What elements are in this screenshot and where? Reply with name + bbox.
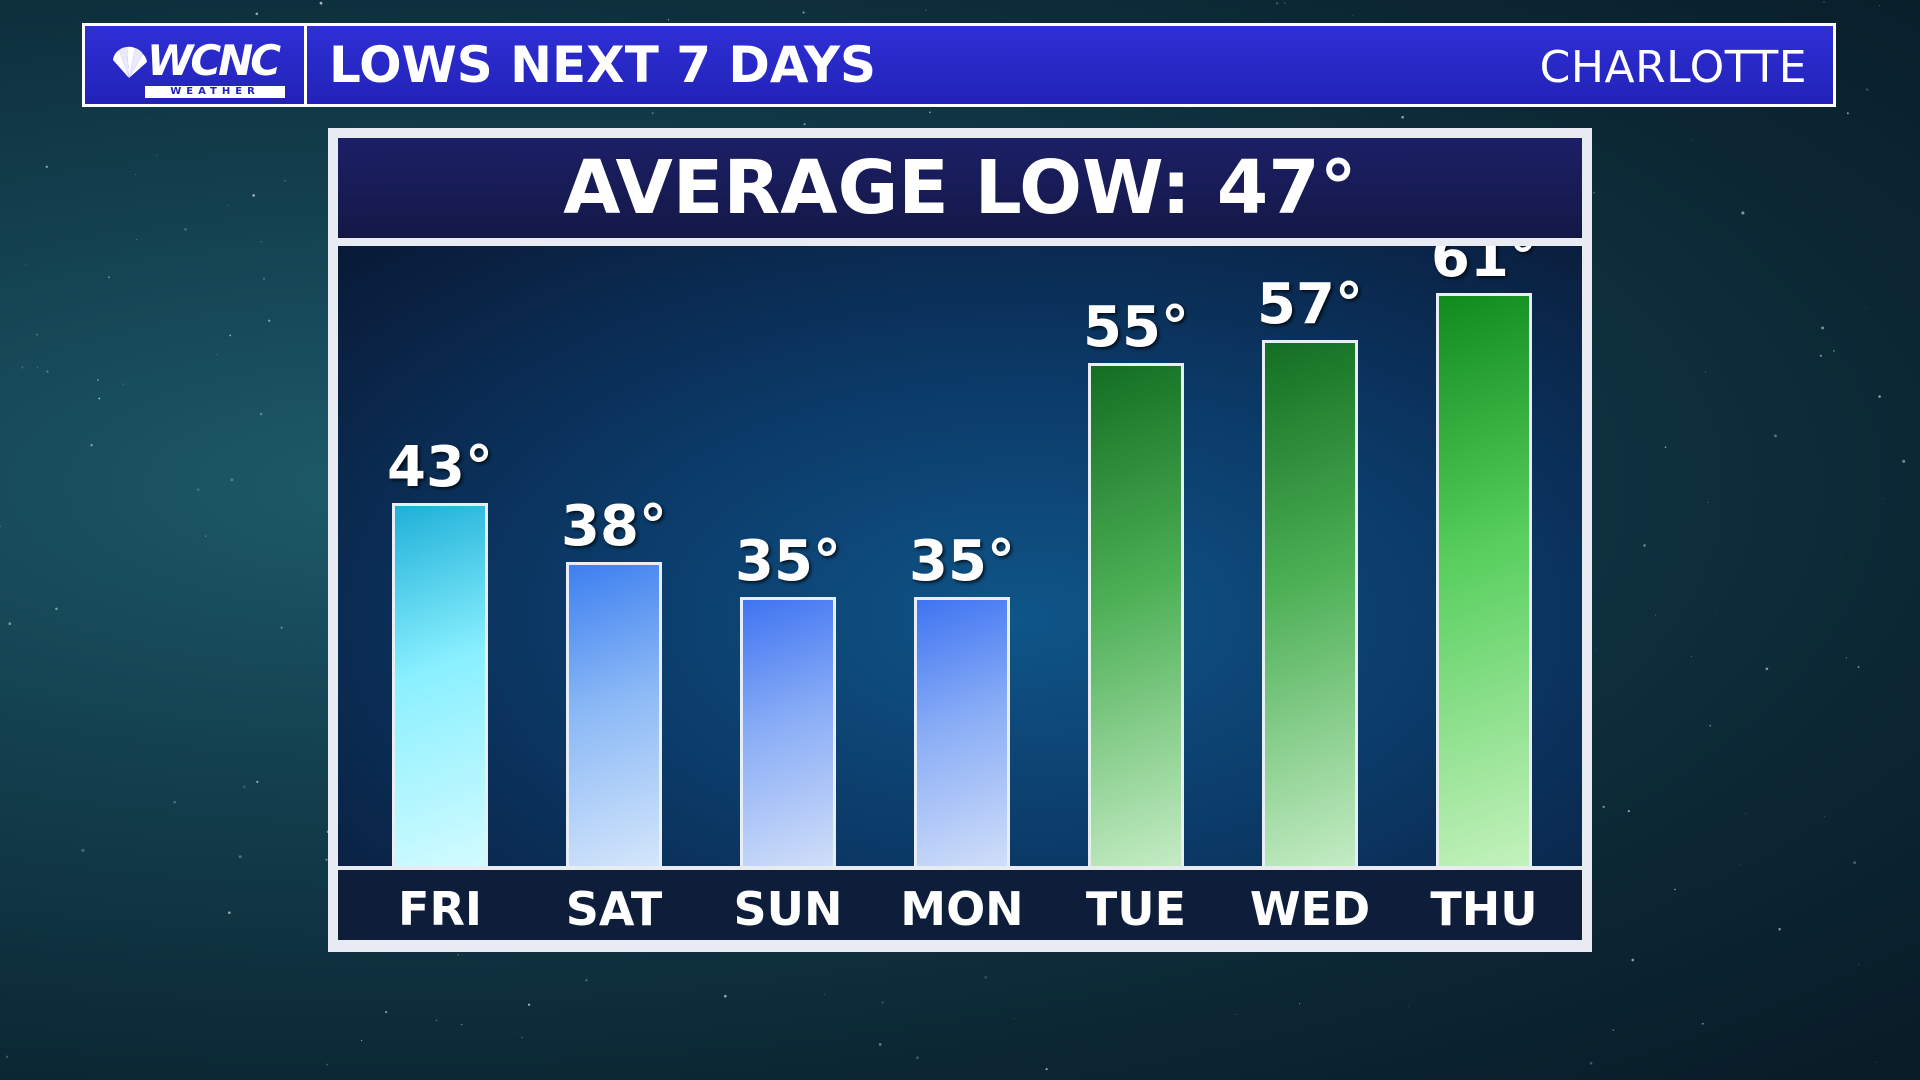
bar-tue	[1088, 362, 1184, 866]
value-label-sat: 38°	[561, 493, 667, 559]
bar-wed	[1262, 339, 1358, 866]
day-label-tue: TUE	[1085, 882, 1187, 936]
value-label-wed: 57°	[1257, 271, 1363, 337]
day-label-sun: SUN	[733, 882, 843, 936]
value-label-fri: 43°	[387, 435, 493, 501]
bar-fri	[392, 503, 488, 866]
day-axis: FRI SAT SUN MON TUE WED THU	[338, 870, 1582, 940]
day-label-wed: WED	[1249, 882, 1371, 936]
day-label-mon: MON	[900, 882, 1024, 936]
station-logo: WCNC WEATHER	[85, 26, 307, 104]
plot-area: 43° 38° 35° 35° 55° 57° 61°	[338, 246, 1582, 866]
chart-title: AVERAGE LOW: 47°	[338, 138, 1582, 238]
value-label-mon: 35°	[909, 528, 1015, 594]
logo-subtext: WEATHER	[145, 86, 285, 98]
value-label-tue: 55°	[1083, 294, 1189, 360]
bar-thu	[1436, 292, 1532, 866]
header-bar: WCNC WEATHER LOWS NEXT 7 DAYS CHARLOTTE	[82, 23, 1836, 107]
bar-sun	[740, 596, 836, 866]
bar-sat	[566, 561, 662, 866]
page-title: LOWS NEXT 7 DAYS	[329, 36, 877, 94]
logo-text: WCNC	[147, 36, 281, 85]
day-label-fri: FRI	[398, 882, 482, 936]
peacock-icon	[113, 46, 147, 78]
day-label-thu: THU	[1430, 882, 1538, 936]
chart-panel: AVERAGE LOW: 47° 43° 38° 35° 35° 55° 57° 61° F…	[328, 128, 1592, 952]
location-label: CHARLOTTE	[1539, 42, 1807, 93]
value-label-sun: 35°	[735, 528, 841, 594]
value-label-thu: 61°	[1431, 246, 1537, 290]
day-label-sat: SAT	[565, 882, 663, 936]
bar-mon	[914, 596, 1010, 866]
